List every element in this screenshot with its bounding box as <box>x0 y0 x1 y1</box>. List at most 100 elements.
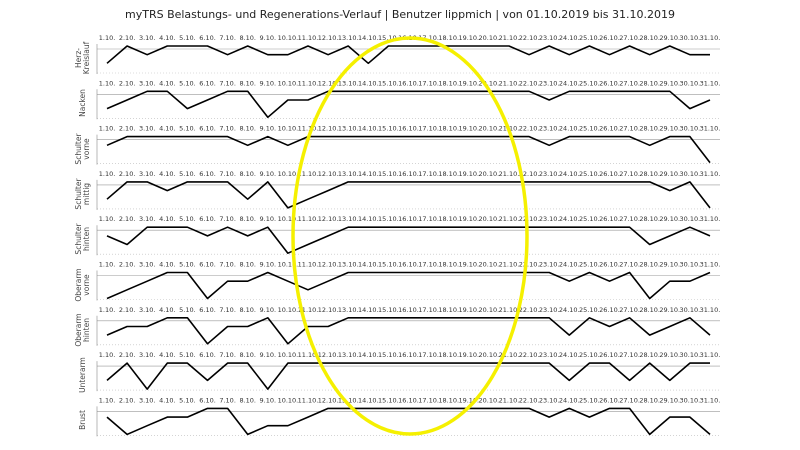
x-tick-label: 4.10. <box>159 125 176 133</box>
x-tick-label: 23.10. <box>539 170 560 178</box>
x-tick-label: 12.10. <box>318 261 339 269</box>
x-tick-label: 2.10. <box>119 34 136 42</box>
x-tick-label: 17.10. <box>418 215 439 223</box>
x-tick-label: 30.10. <box>680 34 701 42</box>
x-tick-label: 18.10. <box>438 351 459 359</box>
x-tick-label: 13.10. <box>338 215 359 223</box>
x-tick-label: 9.10. <box>260 34 277 42</box>
x-tick-label: 12.10. <box>318 125 339 133</box>
x-tick-label: 13.10. <box>338 306 359 314</box>
x-tick-label: 20.10. <box>479 261 500 269</box>
x-tick-label: 17.10. <box>418 306 439 314</box>
x-tick-label: 26.10. <box>599 170 620 178</box>
x-tick-label: 9.10. <box>260 215 277 223</box>
x-tick-label: 26.10. <box>599 215 620 223</box>
x-tick-label: 27.10. <box>619 79 640 87</box>
x-tick-label: 15.10. <box>378 306 399 314</box>
x-tick-label: 22.10. <box>519 34 540 42</box>
x-tick-label: 30.10. <box>680 306 701 314</box>
data-line <box>106 316 711 345</box>
x-tick-label: 28.10. <box>639 79 660 87</box>
x-tick-label: 25.10. <box>579 306 600 314</box>
data-line <box>106 362 710 390</box>
x-tick-label: 2.10. <box>119 261 136 269</box>
x-tick-label: 21.10. <box>499 79 520 87</box>
x-tick-label: 15.10. <box>378 396 399 404</box>
x-tick-label: 16.10. <box>398 351 419 359</box>
x-tick-label: 20.10. <box>479 351 500 359</box>
x-tick-label: 10.10. <box>278 261 299 269</box>
x-tick-label: 21.10. <box>499 215 520 223</box>
x-tick-label: 16.10. <box>398 396 419 404</box>
x-tick-label: 20.10. <box>479 306 500 314</box>
x-tick-label: 29.10. <box>659 34 680 42</box>
x-tick-label: 25.10. <box>579 125 600 133</box>
x-tick-label: 17.10. <box>418 351 439 359</box>
x-tick-label: 13.10. <box>338 34 359 42</box>
x-tick-label: 29.10. <box>659 79 680 87</box>
x-tick-label: 11.10. <box>298 170 319 178</box>
x-tick-label: 10.10. <box>278 351 299 359</box>
x-tick-label: 11.10. <box>298 125 319 133</box>
x-tick-label: 19.10. <box>458 306 479 314</box>
x-tick-label: 19.10. <box>458 125 479 133</box>
x-tick-label: 5.10. <box>179 125 196 133</box>
x-tick-label: 17.10. <box>418 79 439 87</box>
panel-label: Unterarm <box>78 357 87 393</box>
x-tick-label: 19.10. <box>458 261 479 269</box>
x-tick-label: 25.10. <box>579 261 600 269</box>
x-tick-label: 6.10. <box>199 34 216 42</box>
x-tick-label: 22.10. <box>519 351 540 359</box>
panel-label: Schulter mittig <box>74 178 91 210</box>
x-tick-label: 30.10. <box>680 261 701 269</box>
x-tick-label: 16.10. <box>398 306 419 314</box>
x-tick-label: 8.10. <box>239 125 256 133</box>
x-tick-label: 28.10. <box>639 34 660 42</box>
x-tick-label: 4.10. <box>159 170 176 178</box>
x-tick-label: 9.10. <box>260 306 277 314</box>
x-tick-label: 8.10. <box>239 396 256 404</box>
x-tick-label: 19.10. <box>458 170 479 178</box>
data-line <box>106 90 711 119</box>
x-tick-label: 23.10. <box>539 215 560 223</box>
x-tick-label: 11.10. <box>298 261 319 269</box>
x-tick-label: 2.10. <box>119 215 136 223</box>
x-tick-label: 28.10. <box>639 170 660 178</box>
x-tick-label: 30.10. <box>680 79 701 87</box>
x-tick-label: 5.10. <box>179 306 196 314</box>
x-tick-label: 23.10. <box>539 396 560 404</box>
x-tick-label: 17.10. <box>418 34 439 42</box>
x-tick-label: 29.10. <box>659 261 680 269</box>
x-tick-label: 28.10. <box>639 351 660 359</box>
x-tick-label: 24.10. <box>559 215 580 223</box>
x-tick-label: 30.10. <box>680 170 701 178</box>
x-tick-label: 1.10. <box>99 34 116 42</box>
x-tick-label: 13.10. <box>338 351 359 359</box>
x-tick-label: 17.10. <box>418 261 439 269</box>
x-tick-label: 12.10. <box>318 215 339 223</box>
x-tick-label: 4.10. <box>159 215 176 223</box>
x-tick-label: 31.10. <box>700 79 721 87</box>
x-tick-label: 22.10. <box>519 261 540 269</box>
x-tick-label: 19.10. <box>458 34 479 42</box>
x-tick-label: 28.10. <box>639 396 660 404</box>
x-tick-label: 25.10. <box>579 351 600 359</box>
x-tick-label: 8.10. <box>239 261 256 269</box>
x-tick-label: 15.10. <box>378 34 399 42</box>
x-tick-label: 14.10. <box>358 170 379 178</box>
x-tick-label: 24.10. <box>559 170 580 178</box>
x-tick-label: 4.10. <box>159 261 176 269</box>
x-tick-label: 13.10. <box>338 170 359 178</box>
x-tick-label: 23.10. <box>539 306 560 314</box>
x-tick-label: 27.10. <box>619 215 640 223</box>
data-line <box>106 181 711 209</box>
x-tick-label: 29.10. <box>659 215 680 223</box>
x-tick-label: 4.10. <box>159 34 176 42</box>
x-tick-label: 25.10. <box>579 215 600 223</box>
x-tick-label: 23.10. <box>539 351 560 359</box>
chart-title: myTRS Belastungs- und Regenerations-Verl… <box>125 8 675 21</box>
x-tick-label: 9.10. <box>260 170 277 178</box>
x-tick-label: 5.10. <box>179 396 196 404</box>
x-tick-label: 26.10. <box>599 306 620 314</box>
